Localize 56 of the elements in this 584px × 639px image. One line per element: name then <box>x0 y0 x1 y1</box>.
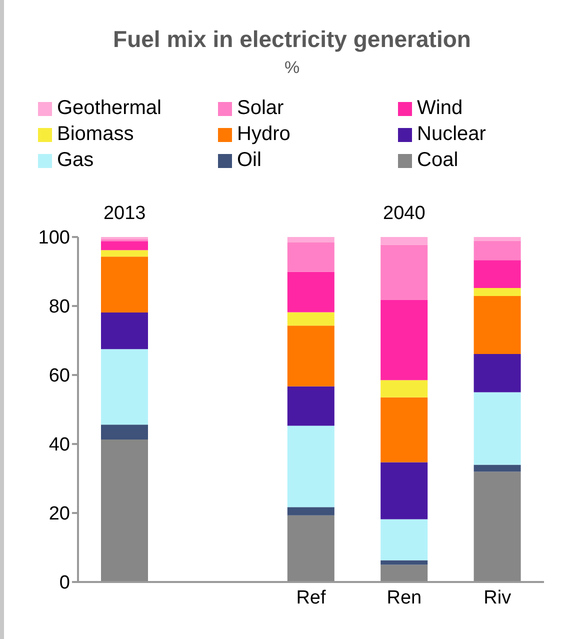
chart-title: Fuel mix in electricity generation <box>112 26 472 53</box>
bar <box>287 515 334 582</box>
bar <box>101 312 148 350</box>
bar <box>474 296 521 354</box>
x-tick-label: Riv <box>484 587 512 608</box>
bar <box>474 240 521 260</box>
y-tick-label: 100 <box>38 228 70 249</box>
legend-label: Oil <box>237 149 262 172</box>
bar <box>380 380 428 398</box>
legend-label: Gas <box>57 149 94 172</box>
bar <box>474 237 521 241</box>
text: 2013 <box>102 203 147 225</box>
bar <box>101 349 148 425</box>
bar <box>101 424 148 440</box>
bar <box>380 244 428 300</box>
bar <box>287 312 334 326</box>
bar <box>101 250 148 257</box>
bar <box>380 560 428 565</box>
bar <box>474 392 521 465</box>
chart-subtitle: % <box>283 58 301 78</box>
bar <box>287 237 334 243</box>
bar <box>380 300 428 380</box>
y-tick-label: 20 <box>48 504 70 525</box>
legend-label: Biomass <box>57 123 134 146</box>
bar <box>380 462 428 520</box>
y-tick-label: 60 <box>48 366 70 387</box>
bar <box>287 386 334 426</box>
bar <box>287 326 334 386</box>
bar <box>380 519 428 560</box>
legend-label: Wind <box>417 97 463 120</box>
y-tick-label: 0 <box>59 572 70 594</box>
bar <box>101 440 148 582</box>
legend-label: Coal <box>417 149 458 172</box>
legend-label: Geothermal <box>57 97 162 120</box>
bar <box>474 472 521 582</box>
bar <box>287 507 334 516</box>
bar <box>474 354 521 392</box>
x-tick-label: Ren <box>386 587 422 608</box>
bar <box>474 260 521 288</box>
bar <box>380 397 428 462</box>
y-tick-label: 80 <box>48 296 70 318</box>
bar <box>287 426 334 508</box>
legend-label: Solar <box>237 97 284 120</box>
legend-label: Hydro <box>237 123 290 146</box>
bar <box>287 242 334 272</box>
text: 2040 <box>382 203 426 225</box>
legend-label: Nuclear <box>417 123 486 146</box>
y-tick-label: 40 <box>48 434 70 456</box>
bar <box>380 564 428 582</box>
bar <box>474 288 521 296</box>
bar <box>380 237 428 245</box>
bar <box>101 256 148 313</box>
bar <box>287 272 334 312</box>
bar <box>101 241 148 250</box>
x-tick-label: Ref <box>296 587 326 608</box>
bar <box>474 464 521 472</box>
